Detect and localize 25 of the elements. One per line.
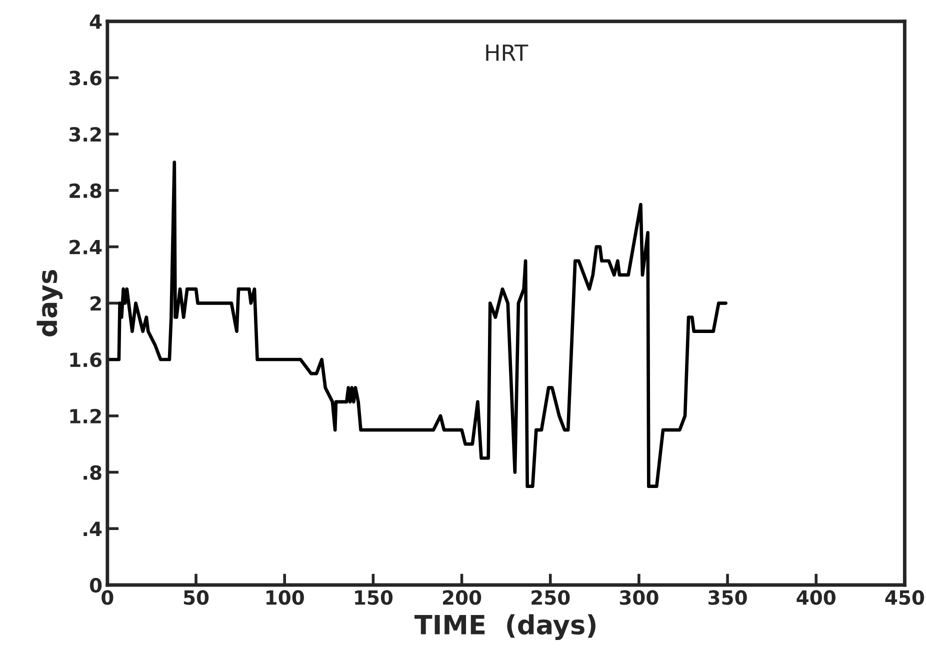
x-tick-label: 400: [796, 590, 836, 605]
y-tick-label: 2.8: [70, 183, 102, 198]
x-tick-label: 250: [532, 590, 570, 605]
y-tick-label: 1.2: [70, 408, 101, 424]
line-series: [107, 160, 728, 488]
y-tick-label: .8: [84, 465, 102, 480]
x-tick-label: 300: [620, 590, 658, 605]
y-tick-label: 0: [90, 578, 102, 593]
y-axis-title: days: [36, 270, 63, 336]
text: HRT: [486, 44, 528, 61]
x-tick-label: 50: [184, 590, 209, 605]
y-tick-label: 2.4: [70, 240, 102, 254]
x-tick-label: 350: [708, 590, 747, 605]
x-tick-label: 200: [443, 590, 482, 605]
x-tick-label: 100: [266, 590, 304, 605]
y-tick-label: 1.6: [70, 352, 102, 368]
x-tick-label: 150: [355, 590, 393, 605]
y-tick-label: .4: [84, 522, 102, 536]
x-axis-title: TIME (days): [414, 614, 596, 640]
y-tick-label: 2: [90, 296, 101, 311]
x-tick-label: 0: [102, 590, 114, 605]
y-tick-label: 3.2: [69, 127, 101, 142]
x-tick-label: 450: [885, 590, 924, 605]
y-tick-label: 4: [90, 14, 102, 29]
y-tick-label: 3.6: [69, 70, 102, 86]
